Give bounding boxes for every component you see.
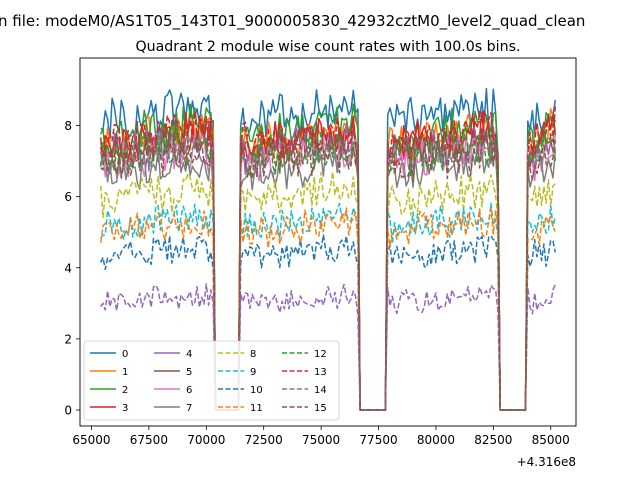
y-tick-label: 6 [64,190,72,204]
y-tick-label: 0 [64,404,72,418]
y-tick-label: 2 [64,332,72,346]
series-line-6 [99,132,557,411]
x-tick-label: 67500 [130,433,168,447]
figure-suptitle: n file: modeM0/AS1T05_143T01_9000005830_… [0,12,585,31]
legend-label-4: 4 [186,349,192,360]
series-line-15 [100,132,557,411]
legend-label-0: 0 [122,349,128,360]
legend-label-1: 1 [122,367,128,378]
legend-label-12: 12 [314,349,327,360]
x-tick-label: 72500 [245,433,283,447]
x-axis-offset-label: +4.316e8 [517,455,576,469]
x-tick-label: 85000 [532,433,570,447]
legend-label-9: 9 [250,367,256,378]
series-line-0 [100,87,557,411]
x-tick-label: 80000 [417,433,455,447]
chart-title: Quadrant 2 module wise count rates with … [135,39,520,55]
plot-frame [79,57,577,427]
legend-label-8: 8 [250,349,256,360]
series-line-14 [100,283,556,411]
legend-label-5: 5 [186,367,192,378]
series-line-13 [99,105,557,411]
legend-label-6: 6 [186,385,192,396]
x-axis: 65000 67500 70000 72500 75000 77500 80000 82500… [72,426,570,447]
plot-lines [99,87,557,411]
legend-label-2: 2 [122,385,128,396]
legend-label-15: 15 [314,403,327,414]
x-tick-label: 70000 [187,433,225,447]
y-tick-label: 8 [64,119,72,133]
legend-label-10: 10 [250,385,263,396]
legend-label-14: 14 [314,385,327,396]
series-line-11 [99,207,556,411]
x-tick-label: 65000 [72,433,110,447]
x-tick-label: 75000 [302,433,340,447]
x-tick-label: 77500 [359,433,397,447]
series-line-8 [99,171,556,411]
legend-label-11: 11 [250,403,263,414]
y-tick-label: 4 [64,261,72,275]
legend-label-3: 3 [122,403,128,414]
legend-label-13: 13 [314,367,327,378]
y-axis: 0 2 4 6 8 [64,119,80,418]
series-line-10 [100,234,557,411]
legend-box [83,340,340,421]
x-tick-label: 82500 [474,433,512,447]
legend-label-7: 7 [186,403,192,414]
